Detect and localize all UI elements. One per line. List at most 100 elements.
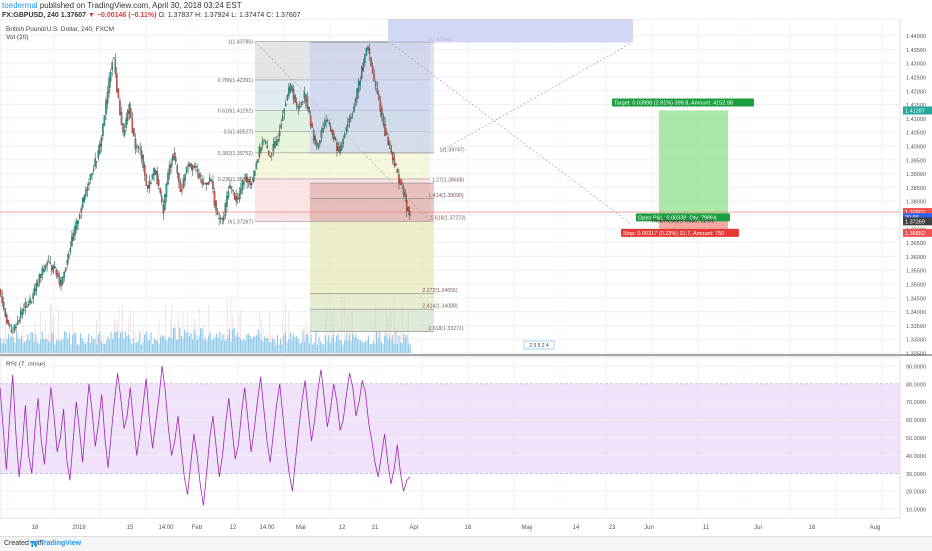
volume-bar <box>116 331 118 353</box>
candle-body <box>100 137 103 147</box>
candle-body <box>229 185 231 189</box>
candle-body <box>54 266 56 269</box>
volume-bar <box>65 332 67 353</box>
candle-body <box>201 179 203 185</box>
chart-canvas[interactable]: 1.32500 1.33000 1.33500 1.34000 1.34500 1.350… <box>0 19 932 535</box>
volume-bar <box>44 338 46 353</box>
volume-bar <box>208 336 210 353</box>
candle-body <box>402 187 405 195</box>
volume-bar <box>299 343 301 353</box>
candle-body <box>88 182 90 186</box>
candle-body <box>368 48 371 55</box>
candle-body <box>145 175 148 186</box>
candle-body <box>388 141 391 147</box>
volume-bar <box>110 332 112 353</box>
candle-body <box>174 157 177 163</box>
candle-body <box>371 65 374 74</box>
candle-body <box>95 161 98 163</box>
volume-bar <box>248 333 250 353</box>
candle-body <box>250 183 253 186</box>
publish-text: published on TradingView.com, April 30, … <box>39 1 242 10</box>
price-tick-label: 1.43500 <box>906 48 926 54</box>
volume-bar <box>73 332 75 353</box>
volume-bar <box>40 339 42 353</box>
tradingview-brand[interactable]: TradingView <box>40 540 82 547</box>
candle-body <box>43 268 45 272</box>
volume-bar <box>17 338 19 353</box>
volume-bar <box>321 343 323 353</box>
x-tick-label: 14:00 <box>158 525 174 531</box>
candle-body <box>140 150 143 159</box>
candle-body <box>384 123 386 137</box>
volume-bar <box>4 343 6 353</box>
candle-body <box>323 121 326 127</box>
candle-body <box>33 288 36 295</box>
fib-extension-label: 1.27(1.38658) <box>432 178 465 184</box>
volume-bar <box>0 338 2 353</box>
volume-bar <box>126 335 128 353</box>
rsi-pane[interactable]: RSI (7, close) 10.0000 20.0000 30.0000 40.00… <box>0 356 926 519</box>
price-pane[interactable]: 1.32500 1.33000 1.33500 1.34000 1.34500 1.350… <box>0 19 932 358</box>
volume-bar <box>193 329 195 353</box>
x-tick-label: May <box>521 525 532 531</box>
candle-body <box>266 145 268 149</box>
volume-bar <box>228 328 230 353</box>
candle-body <box>337 147 340 151</box>
volume-bar <box>276 334 278 353</box>
candle-body <box>165 183 168 198</box>
volume-bar <box>369 344 371 353</box>
volume-bar <box>360 339 362 353</box>
candle-body <box>157 179 160 186</box>
candle-body <box>111 62 113 70</box>
volume-bar <box>272 338 274 353</box>
volume-bar <box>387 340 389 353</box>
volume-bar <box>326 340 328 353</box>
volume-bar <box>115 332 117 353</box>
time-axis[interactable]: 18 2018 15 14:00 Feb 12 14:00 Mar 12 21 Apr 16 May 14… <box>32 525 881 531</box>
rsi-tick-label: 50.0000 <box>906 436 926 442</box>
candle-body <box>109 71 112 82</box>
candle-body <box>209 177 211 182</box>
volume-bar <box>244 340 246 353</box>
candle-body <box>277 138 279 142</box>
candle-body <box>343 133 346 138</box>
volume-bar <box>236 332 238 353</box>
volume-bar <box>57 339 59 353</box>
volume-bar <box>393 343 395 353</box>
volume-bar <box>142 342 144 353</box>
candle-body <box>288 87 290 96</box>
candle-body <box>271 153 273 155</box>
volume-bar <box>118 338 120 353</box>
volume-bar <box>385 333 387 353</box>
price-tick-label: 1.41500 <box>906 103 926 109</box>
volume-bar <box>392 335 394 353</box>
volume-bar <box>19 339 21 353</box>
candle-body <box>24 302 27 309</box>
publish-info: toedermal published on TradingView.com, … <box>2 1 242 11</box>
fib-extension-trend <box>439 43 631 152</box>
volume-bar <box>318 337 320 353</box>
candle-body <box>49 262 51 264</box>
volume-bar <box>6 339 8 353</box>
candle-body <box>381 108 383 116</box>
fib-retracement-label: 0(1.37267) <box>228 219 253 225</box>
candle-body <box>55 269 58 275</box>
candle-body <box>328 122 330 124</box>
candle-body <box>365 48 368 56</box>
candle-body <box>205 182 208 185</box>
candle-body <box>99 143 101 154</box>
candle-body <box>102 123 104 136</box>
author-link[interactable]: toedermal <box>2 1 38 10</box>
candle-body <box>64 267 67 272</box>
price-axis-tag-label: 1.37269 <box>905 219 925 225</box>
fib-extension-zone <box>310 42 434 153</box>
candle-body <box>316 141 318 145</box>
candle-body <box>159 188 161 194</box>
volume-bar <box>132 338 134 353</box>
volume-bar <box>257 329 259 353</box>
candle-body <box>128 104 130 114</box>
volume-bar <box>20 335 22 353</box>
volume-bar <box>329 343 331 353</box>
volume-bar <box>328 335 330 353</box>
x-tick-label: 23 <box>609 525 616 531</box>
